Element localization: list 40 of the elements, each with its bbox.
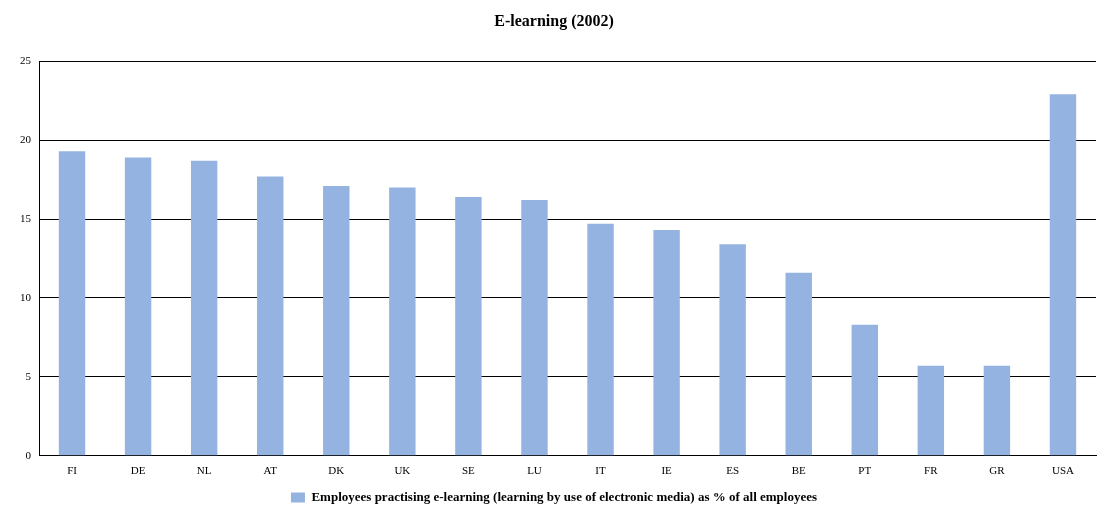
bar	[58, 151, 86, 456]
bar	[124, 157, 152, 456]
y-tick-label: 15	[20, 211, 32, 224]
x-tick-label: UK	[394, 464, 411, 477]
y-tick-label: 0	[25, 448, 32, 461]
y-tick-label: 5	[25, 369, 32, 382]
bar	[653, 230, 680, 456]
bar	[521, 200, 548, 456]
bar	[1049, 94, 1077, 456]
x-tick-label: DE	[130, 464, 146, 477]
bar	[851, 324, 878, 456]
bar	[983, 365, 1011, 456]
x-tick-label: AT	[263, 464, 278, 477]
x-tick-label: IT	[595, 464, 606, 477]
y-tick-label: 25	[20, 54, 32, 67]
bar	[389, 187, 416, 456]
x-tick-label: USA	[1051, 464, 1075, 477]
y-tick-label: 20	[20, 133, 32, 146]
x-tick-label: FR	[924, 464, 939, 477]
bar	[785, 272, 812, 456]
legend-label: Employees practising e-learning (learning by use of electronic media) as % of all employees	[311, 488, 818, 504]
x-tick-label: GR	[989, 464, 1006, 477]
bar	[719, 244, 746, 456]
chart-title: E-learning (2002)	[494, 11, 614, 30]
x-tick-label: IE	[661, 464, 673, 477]
x-tick-label: PT	[858, 464, 872, 477]
x-tick-label: FI	[67, 464, 78, 477]
bar	[323, 185, 350, 456]
x-tick-label: BE	[791, 464, 807, 477]
x-tick-label: DK	[328, 464, 345, 477]
bar	[917, 365, 945, 456]
x-tick-label: SE	[461, 464, 476, 477]
x-tick-label: NL	[196, 464, 212, 477]
bar	[455, 196, 482, 456]
x-tick-label: LU	[527, 464, 542, 477]
y-tick-label: 10	[20, 290, 32, 303]
bar	[587, 223, 614, 456]
bar	[190, 160, 218, 456]
bar	[257, 176, 284, 456]
x-tick-label: ES	[726, 464, 740, 477]
